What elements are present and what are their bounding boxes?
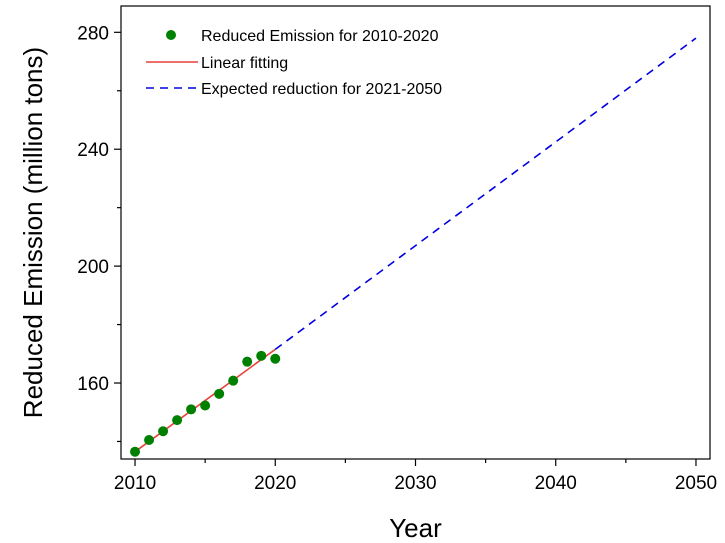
legend-label: Reduced Emission for 2010-2020 [201, 28, 439, 45]
legend: Reduced Emission for 2010-2020 Linear fit… [146, 28, 442, 98]
series-layer [130, 37, 697, 457]
data-point [172, 415, 183, 426]
legend-item: Reduced Emission for 2010-2020 [166, 28, 439, 45]
x-tick-label: 2010 [114, 473, 156, 494]
legend-item: Expected reduction for 2021-2050 [146, 81, 442, 98]
data-point [242, 356, 253, 367]
data-point [228, 375, 239, 386]
plot-border [120, 5, 711, 460]
plot-frame [120, 5, 711, 460]
data-point [130, 446, 141, 457]
y-tick-label: 280 [77, 23, 109, 44]
x-tick-label: 2020 [254, 473, 296, 494]
data-point [158, 426, 169, 437]
data-point [270, 353, 281, 364]
y-tick-label: 200 [77, 257, 109, 278]
x-tick-label: 2040 [535, 473, 577, 494]
data-point [256, 350, 267, 361]
y-tick-label: 160 [77, 374, 109, 395]
data-point [144, 435, 155, 446]
data-point [214, 388, 225, 399]
y-tick-label: 240 [77, 140, 109, 161]
x-axis-ticks: 2010 2020 2030 2040 2050 [114, 459, 717, 494]
y-axis-ticks: 160 200 240 280 [77, 23, 121, 443]
legend-marker [166, 30, 176, 40]
x-tick-label: 2030 [394, 473, 436, 494]
data-point [186, 404, 197, 415]
y-axis-title: Reduced Emission (million tons) [18, 47, 48, 418]
x-axis-title: Year [389, 513, 442, 543]
data-point [200, 400, 211, 411]
legend-label: Expected reduction for 2021-2050 [201, 81, 442, 98]
x-tick-label: 2050 [675, 473, 717, 494]
legend-item: Linear fitting [146, 55, 288, 72]
projection-line [274, 37, 697, 351]
legend-label: Linear fitting [201, 55, 288, 72]
